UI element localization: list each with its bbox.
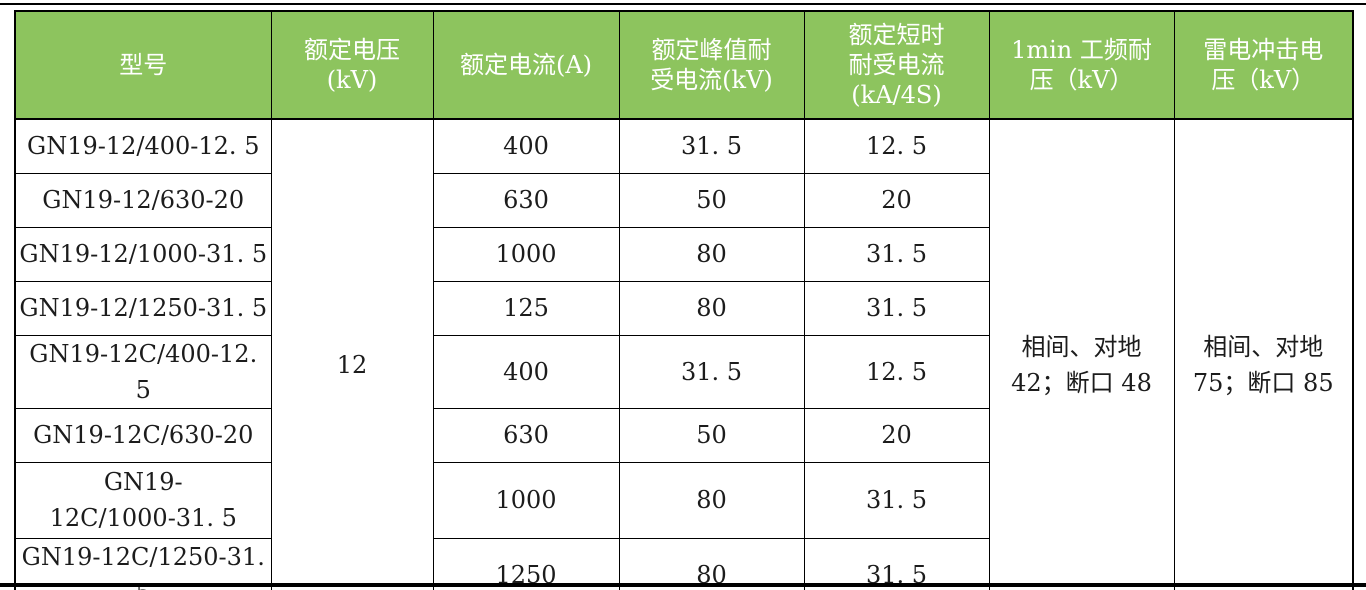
header-lightning-impulse-voltage: 雷电冲击电 压（kV） <box>1173 10 1354 120</box>
top-horizontal-rule <box>0 3 1366 5</box>
rated-current-cell: 630 <box>432 172 620 228</box>
rated-current-cell: 1000 <box>432 461 620 539</box>
peak-withstand-cell: 31. 5 <box>618 334 805 409</box>
peak-withstand-cell: 31. 5 <box>618 118 805 174</box>
header-row: 型号 额定电压 (kV) 额定电流(A) 额定峰值耐 受电流(kV) 额定短时 … <box>14 10 1354 120</box>
model-cell: GN19-12/400-12. 5 <box>14 118 272 174</box>
lightning-impulse-cell: 相间、对地 75；断口 85 <box>1173 118 1354 590</box>
short-time-cell: 12. 5 <box>803 334 990 409</box>
peak-withstand-cell: 50 <box>618 172 805 228</box>
bottom-horizontal-rule <box>0 583 1366 587</box>
table-row: GN19-12C/1250-31. 5 1250 80 31. 5 <box>14 537 1353 590</box>
rated-current-cell: 125 <box>432 280 620 336</box>
model-cell: GN19-12/630-20 <box>14 172 272 228</box>
model-cell: GN19-12C/630-20 <box>14 407 272 463</box>
power-frequency-withstand-cell: 相间、对地 42；断口 48 <box>988 118 1175 590</box>
rated-current-cell: 400 <box>432 118 620 174</box>
table-row: GN19- 12C/1000-31. 5 1000 80 31. 5 <box>14 461 1353 539</box>
header-rated-current: 额定电流(A) <box>432 10 620 120</box>
peak-withstand-cell: 50 <box>618 407 805 463</box>
header-short-time-withstand-current: 额定短时 耐受电流 (kA/4S) <box>803 10 990 120</box>
rated-current-cell: 1250 <box>432 537 620 590</box>
short-time-cell: 20 <box>803 172 990 228</box>
header-power-frequency-withstand: 1min 工频耐 压（kV） <box>988 10 1175 120</box>
table-wrapper: 型号 额定电压 (kV) 额定电流(A) 额定峰值耐 受电流(kV) 额定短时 … <box>14 10 1354 590</box>
short-time-cell: 31. 5 <box>803 461 990 539</box>
spec-table: 型号 额定电压 (kV) 额定电流(A) 额定峰值耐 受电流(kV) 额定短时 … <box>14 10 1354 590</box>
model-cell: GN19-12C/400-12. 5 <box>14 334 272 409</box>
header-rated-voltage: 额定电压 (kV) <box>270 10 434 120</box>
short-time-cell: 31. 5 <box>803 537 990 590</box>
model-cell: GN19-12/1250-31. 5 <box>14 280 272 336</box>
header-peak-withstand-current: 额定峰值耐 受电流(kV) <box>618 10 805 120</box>
table-row: GN19-12C/630-20 630 50 20 <box>14 407 1353 463</box>
peak-withstand-cell: 80 <box>618 461 805 539</box>
peak-withstand-cell: 80 <box>618 280 805 336</box>
peak-withstand-cell: 80 <box>618 226 805 282</box>
rated-current-cell: 630 <box>432 407 620 463</box>
model-cell: GN19-12/1000-31. 5 <box>14 226 272 282</box>
model-cell: GN19-12C/1250-31. 5 <box>14 537 272 590</box>
rated-current-cell: 1000 <box>432 226 620 282</box>
header-model: 型号 <box>14 10 272 120</box>
table-row: GN19-12/1000-31. 5 1000 80 31. 5 <box>14 226 1353 282</box>
short-time-cell: 31. 5 <box>803 226 990 282</box>
model-cell: GN19- 12C/1000-31. 5 <box>14 461 272 539</box>
table-row: GN19-12/400-12. 5 12 400 31. 5 12. 5 相间、… <box>14 118 1354 590</box>
rated-voltage-cell: 12 <box>270 118 434 590</box>
table-row: GN19-12C/400-12. 5 400 31. 5 12. 5 <box>14 334 1353 409</box>
table-row: GN19-12/1250-31. 5 125 80 31. 5 <box>14 280 1353 336</box>
short-time-cell: 20 <box>803 407 990 463</box>
short-time-cell: 31. 5 <box>803 280 990 336</box>
short-time-cell: 12. 5 <box>803 118 990 174</box>
rated-current-cell: 400 <box>432 334 620 409</box>
